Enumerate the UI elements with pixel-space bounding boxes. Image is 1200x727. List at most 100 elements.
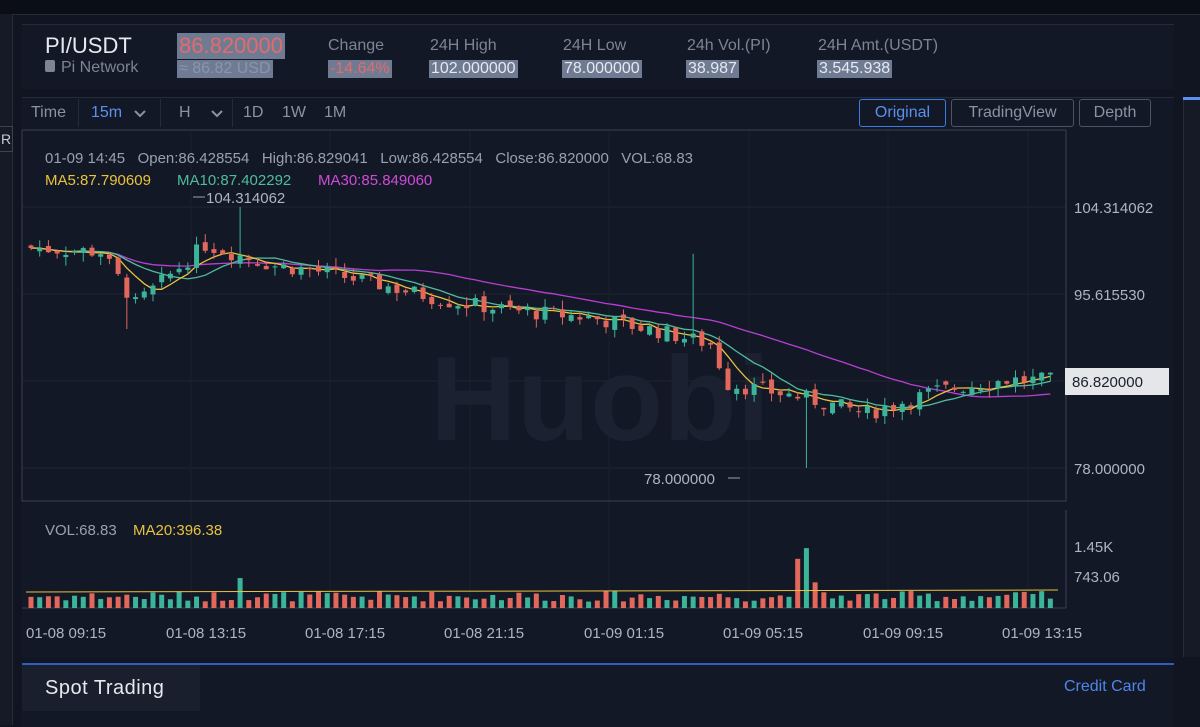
candle-body xyxy=(716,342,722,369)
time-tick: 01-08 13:15 xyxy=(166,625,246,642)
candle-body xyxy=(725,368,731,390)
candle-body xyxy=(89,247,95,256)
view-original-button[interactable]: Original xyxy=(859,99,946,127)
toolbar-divider xyxy=(232,99,233,127)
volume-bar xyxy=(115,596,121,608)
price-pane-frame xyxy=(21,129,1067,502)
candle-body xyxy=(98,254,104,257)
candle-body xyxy=(673,327,679,342)
volume-bar xyxy=(725,597,731,608)
period-1m[interactable]: 1M xyxy=(324,104,347,121)
tab-spot-trading[interactable]: Spot Trading xyxy=(22,665,200,711)
volume-tick: 1.45K xyxy=(1074,539,1113,556)
candle-body xyxy=(202,242,208,251)
volume-bar xyxy=(237,578,243,608)
candle-body xyxy=(795,396,801,399)
volume-bar xyxy=(551,601,557,608)
volume-bar xyxy=(429,591,435,608)
interval-select[interactable]: 15m xyxy=(91,104,123,121)
candle-body xyxy=(925,388,931,392)
volume-bar xyxy=(969,600,975,608)
volume-bar xyxy=(281,592,287,608)
candle-body xyxy=(551,308,557,310)
candle-body xyxy=(577,317,583,320)
candle-body xyxy=(516,306,522,311)
vol-label: VOL:68.83 xyxy=(45,522,117,539)
volume-bar xyxy=(194,596,200,608)
candle-body xyxy=(289,267,295,275)
candle-body xyxy=(350,276,356,281)
view-depth-button[interactable]: Depth xyxy=(1079,99,1151,127)
candles-group xyxy=(28,207,1053,468)
volume-bar xyxy=(368,599,374,608)
volume-bar xyxy=(516,592,522,608)
candle-body xyxy=(803,391,809,398)
volume-ma20-path xyxy=(25,589,1059,593)
chevron-down-icon[interactable] xyxy=(133,109,147,119)
candle-body xyxy=(37,248,43,252)
volume-bar xyxy=(464,597,470,608)
left-panel-edge: R xyxy=(0,14,13,725)
candle-body xyxy=(986,388,992,390)
volume-bar xyxy=(908,591,914,608)
ma30-label: MA30:85.849060 xyxy=(318,172,432,189)
coin-name: Pi Network xyxy=(45,59,138,77)
candle-body xyxy=(167,273,173,279)
volume-bar xyxy=(647,598,653,608)
view-tradingview-button[interactable]: TradingView xyxy=(951,99,1074,127)
watermark: Huobi xyxy=(430,332,770,466)
volume-bar xyxy=(54,596,60,608)
volume-bar xyxy=(45,596,51,608)
volume-bar xyxy=(821,592,827,608)
volume-bar xyxy=(333,592,339,608)
candle-body xyxy=(464,305,470,309)
volume-bar xyxy=(803,548,809,608)
candle-body xyxy=(699,331,705,346)
ma10-path xyxy=(30,247,1051,409)
time-label[interactable]: Time xyxy=(31,104,66,121)
volume-bar xyxy=(350,596,356,608)
stat-change-label: Change xyxy=(328,37,385,54)
volume-bar xyxy=(255,597,261,608)
stat-vol-label: 24h Vol.(PI) xyxy=(687,37,771,54)
candle-body xyxy=(420,287,426,300)
volume-bar xyxy=(411,596,417,608)
left-stub-button[interactable]: R xyxy=(0,126,13,152)
volume-bar xyxy=(272,593,278,608)
candle-body xyxy=(995,381,1001,389)
volume-bar xyxy=(629,597,635,608)
candle-body xyxy=(908,405,914,408)
volume-bar xyxy=(603,591,609,608)
period-1d[interactable]: 1D xyxy=(243,104,264,121)
hour-select[interactable]: H xyxy=(179,104,191,121)
volume-bar xyxy=(586,601,592,608)
current-price-tag xyxy=(1065,368,1169,395)
candle-body xyxy=(106,254,112,259)
candle-body xyxy=(263,265,269,270)
credit-card-link[interactable]: Credit Card xyxy=(1064,678,1146,695)
volume-bar xyxy=(324,593,330,608)
candle-body xyxy=(638,325,644,331)
pair-title[interactable]: PI/USDT xyxy=(45,33,132,58)
high-marker: 104.314062 xyxy=(206,190,285,207)
volume-bar xyxy=(359,596,365,608)
stat-vol-value: 38.987 xyxy=(686,60,739,78)
candle-body xyxy=(882,406,888,417)
candle-body xyxy=(385,286,391,293)
price-tick: 95.615530 xyxy=(1074,287,1145,304)
volume-tick: 743.06 xyxy=(1074,569,1120,586)
candle-body xyxy=(507,300,513,307)
volume-bar xyxy=(507,597,513,608)
candle-body xyxy=(769,379,775,394)
volume-bar xyxy=(98,599,104,608)
chevron-down-icon[interactable] xyxy=(210,109,224,119)
scroll-indicator[interactable] xyxy=(1183,97,1200,101)
candle-body xyxy=(342,271,348,279)
period-1w[interactable]: 1W xyxy=(282,104,306,121)
candle-body xyxy=(760,381,766,383)
candle-body xyxy=(394,284,400,293)
volume-bar xyxy=(28,596,34,608)
volume-bar xyxy=(37,597,43,608)
ma5-line xyxy=(30,247,1051,412)
